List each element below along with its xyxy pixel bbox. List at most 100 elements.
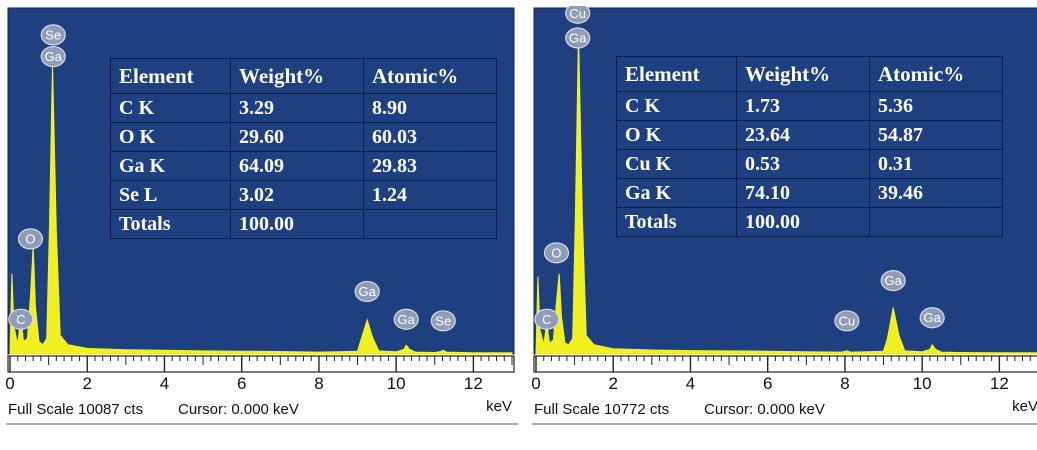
cell-weight: 100.00 [736,207,870,237]
cell-atomic: 60.03 [363,122,497,152]
cell-element: Ga K [110,151,231,181]
peak-label: O [543,242,570,264]
peak-label-text: Cu [839,313,856,328]
cell-weight: 100.00 [230,209,364,239]
x-tick-label: 10 [387,374,406,393]
x-tick-label: 4 [160,374,169,393]
cell-weight: 29.60 [230,122,364,152]
peak-label-text: Cu [569,6,586,21]
peak-badge [430,310,456,332]
spectrum-series [9,63,513,355]
cell-atomic [869,207,1003,237]
spectrum-series [535,32,1037,355]
peak-label: Ga [880,270,906,292]
table-row: Ga K 74.10 39.46 [616,178,1003,208]
peak-label: Ga [40,45,66,68]
x-axis-strip [7,355,515,373]
eds-spectrum-panel-right: Cu Ga O C Cu Ga Ga 0 2 4 6 8 10 12 Full Scale 10772 ct… [532,6,1037,426]
peak-badge [534,308,560,330]
cell-atomic: 8.90 [363,93,497,123]
x-tick-label: 2 [608,374,617,393]
x-tick-label: 6 [237,374,246,393]
peak-label: Ga [354,280,380,303]
peak-label: Ga [565,27,591,49]
cell-weight: 1.73 [736,91,870,121]
cursor-readout: Cursor: 0.000 keV [704,401,825,418]
x-axis-unit-label: keV [486,398,512,415]
header-weight: Weight% [736,56,870,92]
peak-label: Ga [919,307,945,329]
cell-element: Totals [110,209,231,239]
peak-label: C [534,308,560,330]
peak-label: O [17,228,44,250]
peak-label-text: Ga [359,284,377,299]
cell-element: Ga K [616,178,737,208]
table-row: Cu K 0.53 0.31 [616,149,1003,179]
table-row: Ga K 64.09 29.83 [110,151,497,181]
peak-badge [393,308,419,330]
x-tick-label: 0 [532,374,541,393]
x-axis-unit-label: keV [1012,398,1037,415]
cell-atomic: 0.31 [869,149,1003,179]
composition-table: Element Weight% Atomic% C K 3.29 8.90 O … [110,58,497,239]
cell-atomic [363,209,497,239]
peak-badge [17,228,44,250]
table-row: Se L 3.02 1.24 [110,180,497,210]
cell-weight: 23.64 [736,120,870,150]
table-row: Totals 100.00 [616,207,1003,237]
header-weight: Weight% [230,58,364,94]
peak-badge [543,242,570,264]
cursor-readout: Cursor: 0.000 keV [178,401,299,418]
peak-label: Se [40,24,66,46]
peak-badge [834,310,860,332]
cell-atomic: 29.83 [363,151,497,181]
x-tick-label: 0 [6,374,15,393]
cell-element: O K [616,120,737,150]
full-scale-text: Full Scale 10772 cts [534,401,669,418]
peak-label: Cu [565,6,591,24]
header-element: Element [110,58,231,94]
peak-label: C [8,308,34,330]
peak-label: Cu [834,310,860,332]
cell-atomic: 54.87 [869,120,1003,150]
peak-label-text: C [542,312,551,327]
cell-element: Se L [110,180,231,210]
table-header-row: Element Weight% Atomic% [616,56,1003,92]
peak-badge [40,24,66,46]
peak-label-text: Ga [885,273,903,288]
peak-label: Se [430,310,456,332]
cell-weight: 64.09 [230,151,364,181]
table-row: O K 29.60 60.03 [110,122,497,152]
x-tick-label: 8 [840,374,849,393]
cell-element: O K [110,122,231,152]
peak-label-text: Ga [398,312,416,327]
cell-atomic: 5.36 [869,91,1003,121]
cell-weight: 3.02 [230,180,364,210]
peak-label-text: Ga [924,310,942,325]
x-tick-label: 12 [464,374,483,393]
peak-badge [565,6,591,24]
peak-label-text: Ga [569,31,587,46]
peak-badge [565,27,591,49]
peak-label-text: Se [435,313,451,328]
cell-element: C K [616,91,737,121]
x-tick-label: 2 [82,374,91,393]
cell-atomic: 39.46 [869,178,1003,208]
full-scale-text: Full Scale 10087 cts [8,401,143,418]
table-header-row: Element Weight% Atomic% [110,58,497,94]
x-tick-label: 10 [913,374,932,393]
table-row: Totals 100.00 [110,209,497,239]
cell-element: Cu K [616,149,737,179]
cell-weight: 74.10 [736,178,870,208]
header-atomic: Atomic% [363,58,497,94]
cell-element: Totals [616,207,737,237]
composition-table: Element Weight% Atomic% C K 1.73 5.36 O … [616,56,1003,237]
x-tick-label: 6 [763,374,772,393]
cell-weight: 3.29 [230,93,364,123]
cell-element: C K [110,93,231,123]
table-row: C K 1.73 5.36 [616,91,1003,121]
peak-badge [8,308,34,330]
cell-weight: 0.53 [736,149,870,179]
cell-atomic: 1.24 [363,180,497,210]
peak-badge [880,270,906,292]
